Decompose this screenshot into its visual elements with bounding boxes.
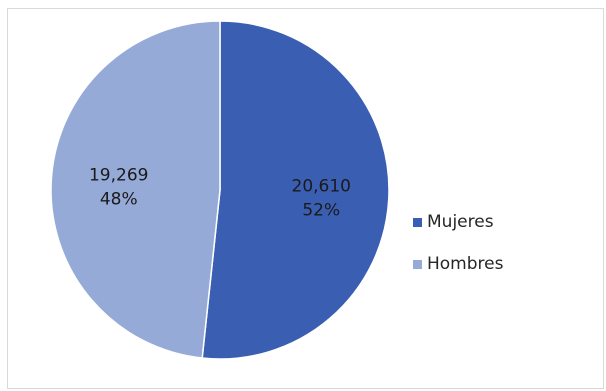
legend-item-mujeres: Mujeres [413,211,503,233]
legend-swatch-hombres [413,259,422,269]
data-label-percent-mujeres: 52% [302,200,340,220]
pie-slice-mujeres [201,20,390,360]
chart-area: 20,610 52% 19,269 48% Mujeres Hombres [7,8,604,389]
legend-swatch-mujeres [413,217,422,227]
legend-label-hombres: Hombres [427,254,504,274]
data-label-value-mujeres: 20,610 [292,176,351,196]
legend: Mujeres Hombres [413,211,503,295]
data-label-percent-hombres: 48% [100,190,138,210]
legend-item-hombres: Hombres [413,253,503,275]
pie-chart: 20,610 52% 19,269 48% [50,20,390,360]
pie-slice-hombres [50,20,221,359]
data-label-value-hombres: 19,269 [89,166,148,186]
legend-label-mujeres: Mujeres [427,212,494,232]
